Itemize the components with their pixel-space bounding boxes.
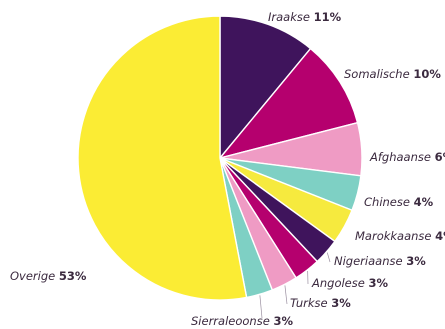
- leader-lines: [259, 252, 331, 319]
- pie-slices: [77, 15, 363, 301]
- label-angolese: Angolese 3%: [311, 276, 388, 290]
- label-nigeriaanse: Nigeriaanse 3%: [334, 254, 426, 268]
- leader-nigeriaanse: [326, 252, 331, 263]
- slice-somalische: [218, 47, 359, 160]
- slice-overige: [77, 15, 248, 301]
- label-somalische: Somalische 10%: [344, 67, 441, 81]
- label-sierraleoonse: Sierraleoonse 3%: [191, 314, 293, 328]
- slice-iraakse: [219, 15, 312, 160]
- label-chinese: Chinese 4%: [364, 195, 434, 209]
- label-marokkaanse: Marokkaanse 4%: [355, 229, 445, 243]
- label-afghaanse: Afghaanse 6%: [369, 150, 445, 164]
- label-turkse: Turkse 3%: [290, 296, 351, 310]
- slice-labels: Iraakse 11% Somalische 10% Afghaanse 6% …: [10, 10, 445, 328]
- leader-sierraleoonse: [259, 295, 263, 319]
- label-iraakse: Iraakse 11%: [268, 10, 342, 24]
- label-overige: Overige 53%: [10, 269, 87, 283]
- leader-turkse: [284, 285, 288, 305]
